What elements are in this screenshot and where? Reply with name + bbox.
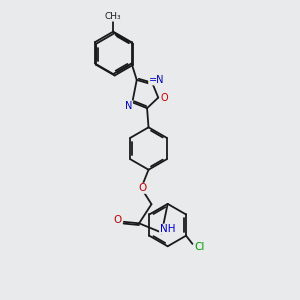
Text: O: O <box>139 183 147 193</box>
Text: N: N <box>125 101 133 111</box>
Text: CH₃: CH₃ <box>105 12 122 21</box>
Text: O: O <box>113 215 122 225</box>
Text: NH: NH <box>160 224 175 234</box>
Text: =N: =N <box>149 75 164 85</box>
Text: Cl: Cl <box>194 242 205 252</box>
Text: O: O <box>161 93 169 103</box>
